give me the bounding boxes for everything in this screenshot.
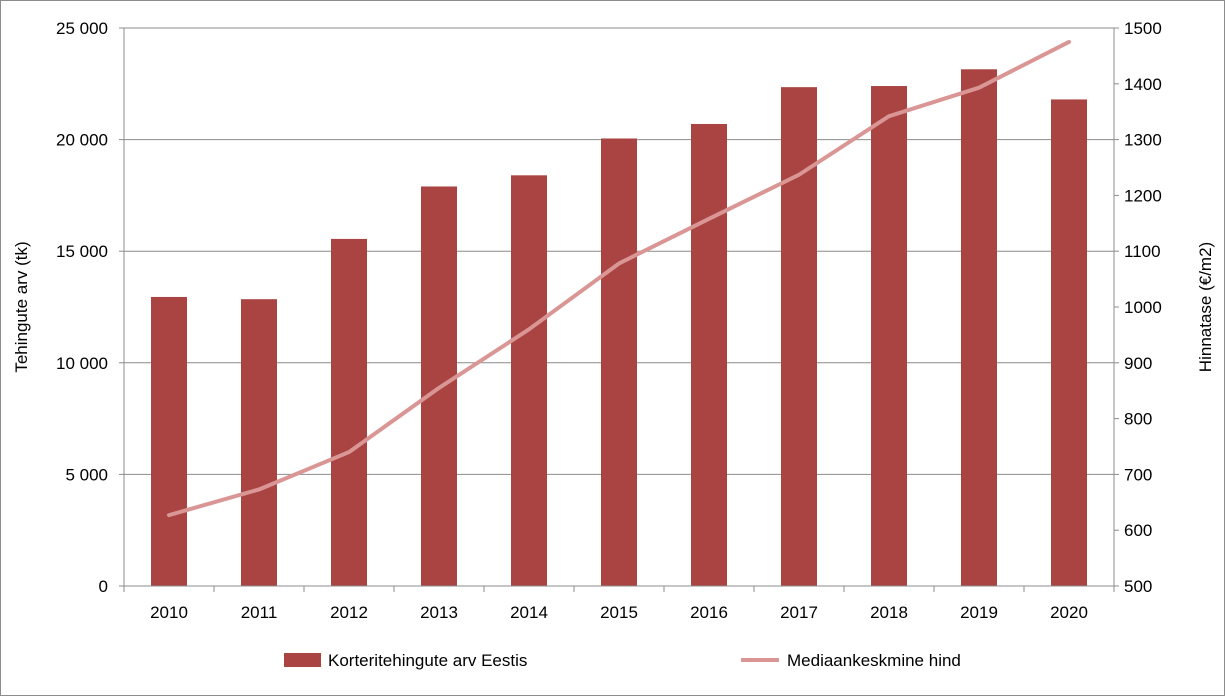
x-tick-label: 2015: [600, 603, 638, 622]
bar-2011: [241, 299, 277, 586]
bar-2010: [151, 296, 187, 586]
x-tick-label: 2014: [510, 603, 548, 622]
bar-series: [151, 69, 1087, 587]
bar-2016: [691, 123, 727, 586]
x-tick-label: 2012: [330, 603, 368, 622]
bar-2018: [871, 86, 907, 587]
x-tick-label: 2013: [420, 603, 458, 622]
legend: Korteritehingute arv Eestis Mediaankeskm…: [284, 651, 961, 670]
bar-2014: [511, 175, 547, 586]
y-axis-title: Tehingute arv (tk): [12, 241, 31, 372]
bar-2020: [1051, 99, 1087, 586]
bar-2012: [331, 238, 367, 586]
right-tick-label: 1400: [1124, 75, 1162, 94]
right-tick-label: 600: [1124, 521, 1152, 540]
left-axis-ticks: 0 5 000 10 000 15 000 20 000 25 000: [56, 19, 124, 596]
right-tick-label: 1100: [1124, 242, 1161, 261]
right-tick-label: 700: [1124, 465, 1152, 484]
legend-bar-swatch: [284, 653, 321, 667]
bar-2019: [961, 69, 997, 587]
bar-2017: [781, 87, 817, 586]
left-tick-label: 0: [99, 577, 108, 596]
left-tick-label: 5 000: [65, 465, 108, 484]
x-tick-label: 2016: [690, 603, 728, 622]
x-tick-label: 2017: [780, 603, 818, 622]
right-tick-label: 1500: [1124, 19, 1162, 38]
legend-bar-label: Korteritehingute arv Eestis: [328, 651, 527, 670]
x-axis-ticks: 2010 2011 2012 2013 2014 2015 2016 2017 2018 2019…: [123, 586, 1115, 622]
right-tick-label: 900: [1124, 354, 1152, 373]
right-tick-label: 1200: [1124, 186, 1162, 205]
x-tick-label: 2020: [1050, 603, 1088, 622]
x-tick-label: 2011: [241, 603, 278, 622]
right-tick-label: 800: [1124, 410, 1152, 429]
legend-line-label: Mediaankeskmine hind: [787, 651, 961, 670]
right-tick-label: 1300: [1124, 131, 1162, 150]
line-series: [167, 39, 1071, 518]
left-tick-label: 20 000: [56, 131, 108, 150]
left-tick-label: 25 000: [56, 19, 108, 38]
x-tick-label: 2018: [870, 603, 908, 622]
right-tick-label: 500: [1124, 577, 1152, 596]
x-tick-label: 2010: [150, 603, 188, 622]
left-tick-label: 10 000: [56, 354, 108, 373]
right-axis-ticks: 500 600 700 800 900 1000 1100 1200 1300 1400 1500: [1114, 19, 1162, 596]
bar-2015: [601, 138, 637, 586]
right-tick-label: 1000: [1124, 298, 1162, 317]
left-tick-label: 15 000: [56, 242, 108, 261]
y2-axis-title: Hinnatase (€/m2): [1196, 242, 1215, 372]
x-tick-label: 2019: [960, 603, 998, 622]
